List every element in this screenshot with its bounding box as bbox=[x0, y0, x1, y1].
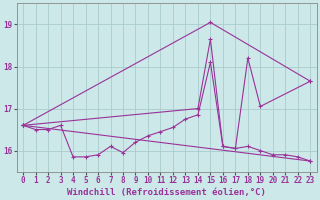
X-axis label: Windchill (Refroidissement éolien,°C): Windchill (Refroidissement éolien,°C) bbox=[67, 188, 266, 197]
